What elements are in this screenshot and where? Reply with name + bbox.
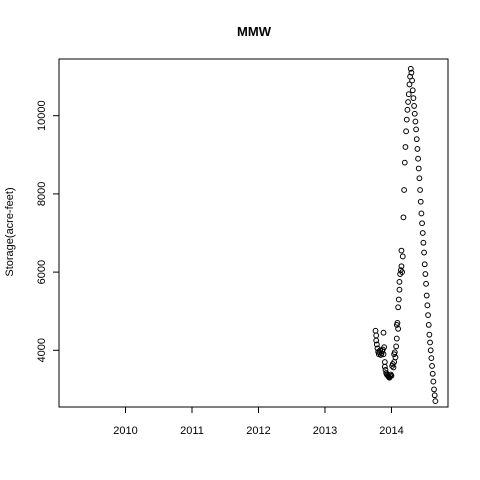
data-point [417,198,424,205]
data-point [395,325,402,332]
data-point [423,280,429,287]
x-tick-label: 2011 [180,425,204,437]
data-point [424,302,431,309]
data-point [395,296,402,303]
data-point [409,87,416,94]
x-tick-label: 2012 [246,425,270,437]
data-point [412,118,419,125]
data-point [419,220,425,227]
data-point [421,249,427,256]
data-point [432,398,439,405]
data-point [380,351,387,358]
data-point [381,363,388,370]
y-axis: 4000 6000 8000 10000 [36,100,60,363]
y-axis-label: Storage(acre-feet) [4,187,16,276]
data-point [413,136,420,143]
data-point [410,95,417,102]
data-point [395,304,402,311]
data-point [427,347,434,354]
data-point [411,110,418,117]
data-point [373,341,380,348]
data-point [399,253,406,260]
data-point [413,126,419,133]
data-point [430,378,437,385]
data-point [414,146,421,152]
data-point [429,363,435,369]
data-point [401,159,408,166]
data-point [381,344,388,351]
y-tick-label: 6000 [36,260,48,284]
data-point [409,77,415,84]
data-point [423,292,430,299]
data-point [403,128,410,135]
data-point [406,81,413,88]
data-point [421,261,428,268]
data-point [396,286,403,293]
data-point [394,320,401,326]
data-point [418,210,425,217]
data-point [399,269,406,276]
data-point [405,91,412,98]
plot-frame [58,58,449,408]
data-point [400,214,407,221]
data-point [392,354,399,361]
data-point [388,372,395,379]
data-point [396,278,403,285]
data-point [417,187,423,193]
data-point [405,99,412,105]
y-tick-label: 8000 [36,182,48,206]
data-point [398,263,405,270]
data-point [420,239,427,246]
data-point [425,321,432,328]
data-point [403,116,410,123]
data-point [431,392,438,399]
data-point [429,370,436,377]
data-point [373,332,380,339]
data-point [426,331,433,338]
data-point [419,230,426,236]
y-tick-label: 4000 [36,338,48,362]
x-tick-label: 2010 [113,425,137,437]
data-point [404,106,411,113]
data-point [398,247,405,254]
data-point [407,65,414,72]
data-point [393,335,400,342]
x-axis: 2010 2011 2012 2013 2014 [113,406,404,437]
data-point [415,165,422,172]
data-point [416,175,423,182]
data-point [408,69,415,76]
data-point [380,329,387,336]
data-point [428,355,435,362]
data-point [422,271,429,277]
data-points [372,65,439,405]
data-point [427,339,433,346]
data-point [401,187,408,193]
x-tick-label: 2013 [313,425,337,437]
data-point [393,343,400,350]
data-point [390,364,397,371]
data-point [425,312,431,319]
data-point [431,386,437,393]
data-point [411,103,417,109]
y-tick-label: 10000 [36,100,48,131]
data-point [415,155,421,162]
data-point [373,337,380,344]
chart-title: MMW [237,24,272,39]
data-point [402,144,409,150]
data-point [381,359,388,365]
data-point [372,327,379,334]
x-tick-label: 2014 [379,425,403,437]
